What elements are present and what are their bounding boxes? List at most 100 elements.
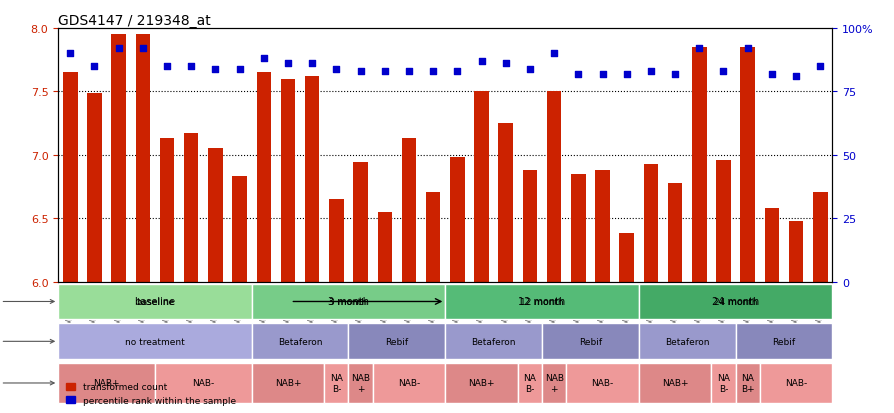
Bar [498,124,512,282]
Point [643,69,657,75]
Bar [518,363,542,403]
Bar [401,139,416,282]
Point [691,46,705,52]
FancyBboxPatch shape [58,284,251,320]
Text: individual: individual [0,378,55,388]
Bar [546,92,561,282]
Point [667,71,681,78]
Legend: transformed count, percentile rank within the sample: transformed count, percentile rank withi… [63,379,239,408]
Bar [232,177,247,282]
Bar [155,363,251,403]
Point [812,64,826,70]
Point [522,66,536,73]
Bar [445,284,638,320]
Point [498,61,512,68]
Bar [445,324,542,359]
Point [715,69,730,75]
Text: Rebif: Rebif [385,337,408,346]
Text: NAB-: NAB- [192,379,215,387]
Text: baseline: baseline [136,297,173,306]
Bar [643,164,657,282]
Bar [426,192,440,282]
Bar [739,48,754,282]
Text: NA
B-: NA B- [330,373,342,393]
Bar [542,363,566,403]
Text: Betaferon: Betaferon [664,337,709,346]
Point [112,46,126,52]
Text: NA
B-: NA B- [716,373,730,393]
Bar [58,363,155,403]
Bar [305,77,319,282]
Bar [324,363,348,403]
Point [257,56,271,62]
Text: 12 month: 12 month [519,297,563,306]
Bar [450,158,464,282]
Bar [788,221,803,282]
Text: NAB+: NAB+ [93,379,120,387]
Text: time: time [0,297,55,307]
Point [88,64,102,70]
Point [474,59,488,65]
Bar [251,284,445,320]
Bar [353,163,367,282]
Text: agent: agent [0,337,55,347]
Point [136,46,150,52]
Bar [377,212,392,282]
Bar [759,363,831,403]
FancyBboxPatch shape [251,284,445,320]
Bar [87,93,102,282]
Bar [329,199,343,282]
Bar [348,363,372,403]
Point [377,69,392,75]
Point [595,71,609,78]
Point [739,46,754,52]
Point [619,71,633,78]
Text: no treatment: no treatment [125,337,185,346]
Text: Betaferon: Betaferon [277,337,322,346]
Text: NAB-: NAB- [784,379,806,387]
Text: baseline: baseline [134,297,175,307]
Bar [735,324,831,359]
Text: 12 month: 12 month [518,297,565,307]
Bar [208,149,223,282]
Bar [619,234,633,282]
Text: Rebif: Rebif [772,337,795,346]
Text: NAB-: NAB- [398,379,419,387]
Bar [595,171,609,282]
Text: GDS4147 / 219348_at: GDS4147 / 219348_at [58,14,211,28]
Point [232,66,247,73]
Bar [667,183,681,282]
Point [788,74,802,80]
Bar [542,324,638,359]
Bar [638,324,735,359]
Text: NAB
+: NAB + [544,373,563,393]
Bar [715,160,730,282]
Text: Betaferon: Betaferon [471,337,515,346]
Bar [570,174,585,282]
Point [281,61,295,68]
Bar [812,192,827,282]
Point [63,51,78,57]
Point [450,69,464,75]
Bar [445,363,518,403]
FancyBboxPatch shape [445,284,638,320]
Text: NAB+: NAB+ [661,379,687,387]
Point [426,69,440,75]
Point [208,66,223,73]
Point [305,61,319,68]
Bar [638,284,831,320]
Text: 3 month: 3 month [327,297,368,307]
Bar [251,324,348,359]
Point [570,71,585,78]
Bar [691,48,705,282]
Bar [566,363,638,403]
Bar [735,363,759,403]
Bar [111,35,126,282]
Text: NAB+: NAB+ [468,379,494,387]
Text: NAB+: NAB+ [274,379,301,387]
Text: Rebif: Rebif [578,337,602,346]
Point [353,69,367,75]
Point [184,64,198,70]
FancyBboxPatch shape [638,284,831,320]
Point [763,71,778,78]
